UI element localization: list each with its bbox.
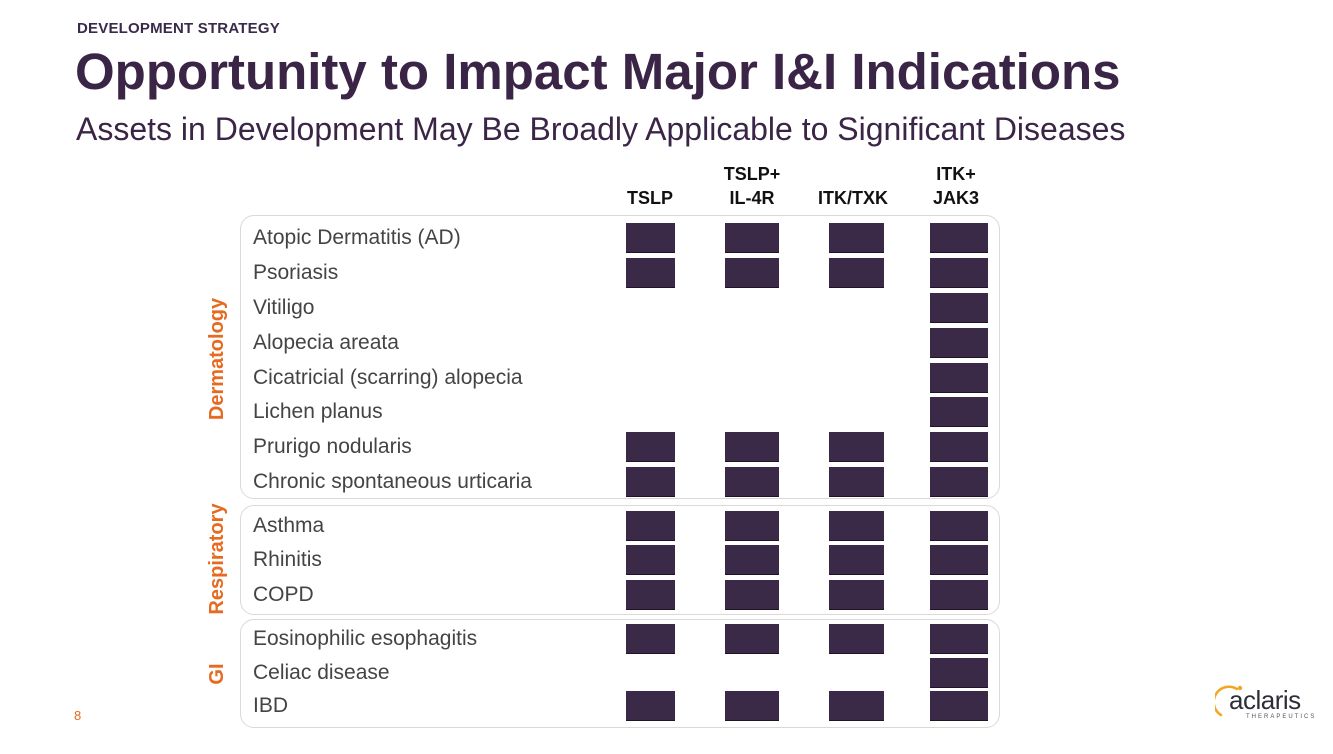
matrix-cell-filled [829,432,884,462]
group-label-gi: GI [206,663,228,685]
matrix-cell-filled [930,258,988,288]
column-header-line1: TSLP+ [723,164,781,184]
matrix-cell-filled [725,580,779,610]
column-header-line1: ITK+ [936,164,976,184]
matrix-cell-filled [626,432,675,462]
matrix-cell-filled [725,624,779,654]
matrix-cell-filled [829,511,884,541]
row-label: Lichen planus [253,400,383,423]
matrix-cell-filled [626,223,675,253]
row-label: Psoriasis [253,261,339,284]
row-label: Rhinitis [253,548,322,571]
group-label-dermatology: Dermatology [206,297,228,421]
column-header-tslp-il4r: TSLP+ IL-4R [697,162,807,210]
matrix-cell-filled [930,328,988,358]
row-label: IBD [253,694,289,717]
group-box-gi [240,619,1000,728]
group-box-dermatology [240,215,1000,499]
column-header-itk-txk: ITK/TXK [798,162,908,210]
matrix-cell-filled [930,624,988,654]
row-label: Atopic Dermatitis (AD) [253,226,461,249]
matrix-cell-filled [725,511,779,541]
matrix-cell-filled [930,223,988,253]
matrix-cell-filled [930,432,988,462]
matrix-cell-filled [725,258,779,288]
row-label: Chronic spontaneous urticaria [253,470,532,493]
matrix-cell-filled [930,293,988,323]
matrix-cell-filled [829,545,884,575]
group-box-respiratory [240,505,1000,615]
matrix-cell-filled [626,545,675,575]
matrix-cell-filled [725,432,779,462]
matrix-cell-filled [930,691,988,721]
matrix-cell-filled [829,467,884,497]
row-label: Vitiligo [253,296,315,319]
matrix-cell-filled [725,223,779,253]
matrix-cell-filled [930,545,988,575]
row-label: Celiac disease [253,661,390,684]
column-header-itk-jak3: ITK+ JAK3 [901,162,1011,210]
matrix-cell-filled [930,511,988,541]
page-subtitle: Assets in Development May Be Broadly App… [76,111,1126,147]
logo-subtext: THERAPEUTICS [1246,714,1317,720]
column-header-line2: ITK/TXK [818,188,888,208]
section-kicker: DEVELOPMENT STRATEGY [77,20,280,37]
matrix-cell-filled [829,691,884,721]
row-label: COPD [253,583,314,606]
matrix-cell-filled [725,691,779,721]
row-label: Asthma [253,514,325,537]
column-header-line2: JAK3 [932,188,980,208]
matrix-cell-filled [829,223,884,253]
matrix-cell-filled [930,658,988,688]
company-logo: aclaris THERAPEUTICS [1215,685,1314,725]
matrix-cell-filled [930,397,988,427]
row-label: Prurigo nodularis [253,435,412,458]
matrix-cell-filled [930,467,988,497]
matrix-cell-filled [626,580,675,610]
column-header-line2: TSLP [626,188,673,208]
matrix-cell-filled [829,580,884,610]
matrix-cell-filled [626,467,675,497]
matrix-cell-filled [725,545,779,575]
page-number: 8 [74,708,82,723]
matrix-cell-filled [626,624,675,654]
matrix-cell-filled [930,580,988,610]
column-header-tslp: TSLP [595,162,705,210]
matrix-cell-filled [626,511,675,541]
matrix-cell-filled [829,624,884,654]
column-header-line2: IL-4R [729,188,775,208]
column-header-line1 [798,162,908,186]
row-label: Alopecia areata [253,331,399,354]
matrix-cell-filled [930,363,988,393]
row-label: Eosinophilic esophagitis [253,627,478,650]
logo-arc-icon [1215,685,1243,717]
logo-wordmark: aclaris [1229,685,1301,715]
matrix-cell-filled [626,691,675,721]
row-label: Cicatricial (scarring) alopecia [253,366,523,389]
matrix-cell-filled [829,258,884,288]
page-title: Opportunity to Impact Major I&I Indicati… [75,43,1121,100]
column-header-line1 [595,162,705,186]
matrix-cell-filled [725,467,779,497]
matrix-cell-filled [626,258,675,288]
